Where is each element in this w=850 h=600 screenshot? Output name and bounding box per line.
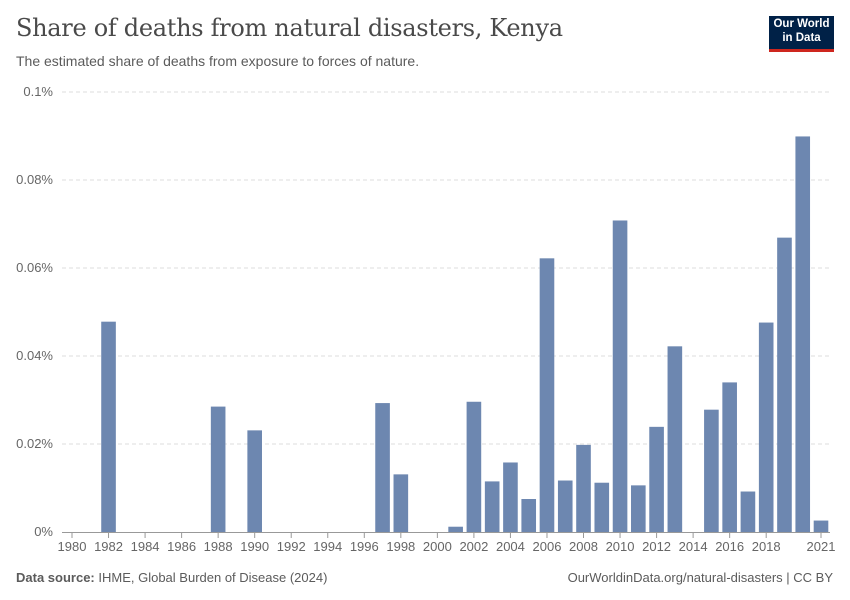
bar-2018 bbox=[758, 322, 774, 532]
bar-2008 bbox=[576, 444, 591, 532]
x-tick-label: 2012 bbox=[642, 539, 671, 554]
x-tick-label: 2018 bbox=[752, 539, 781, 554]
bar-2016 bbox=[722, 382, 737, 532]
bar-1997 bbox=[375, 403, 390, 532]
y-tick-label: 0.06% bbox=[16, 260, 53, 275]
x-tick-label: 2004 bbox=[496, 539, 525, 554]
x-tick-label: 2008 bbox=[569, 539, 598, 554]
x-tick-label: 1982 bbox=[94, 539, 123, 554]
data-source-label: Data source: bbox=[16, 570, 95, 585]
x-tick-label: 1984 bbox=[131, 539, 160, 554]
x-tick-label: 1988 bbox=[204, 539, 233, 554]
bar-2011 bbox=[631, 485, 646, 532]
bar-2005 bbox=[521, 499, 537, 532]
x-tick-label: 2000 bbox=[423, 539, 452, 554]
bar-2010 bbox=[612, 220, 628, 533]
bar-2003 bbox=[484, 481, 500, 532]
bar-2017 bbox=[740, 491, 756, 532]
bar-2012 bbox=[649, 426, 664, 532]
x-tick-label: 2014 bbox=[679, 539, 708, 554]
logo-line-1: Our World bbox=[773, 18, 830, 30]
bar-2009 bbox=[594, 482, 610, 532]
bar-1988 bbox=[210, 406, 226, 532]
bar-2015 bbox=[704, 409, 719, 532]
bar-2013 bbox=[667, 346, 683, 532]
bar-1990 bbox=[247, 430, 262, 532]
bar-2004 bbox=[503, 462, 518, 532]
data-source: Data source: IHME, Global Burden of Dise… bbox=[16, 570, 327, 585]
x-tick-label: 1998 bbox=[386, 539, 415, 554]
owid-logo[interactable]: Our World in Data bbox=[769, 16, 834, 52]
chart-subtitle: The estimated share of deaths from expos… bbox=[16, 53, 420, 69]
x-tick-label: 1980 bbox=[58, 539, 87, 554]
x-tick-label: 1996 bbox=[350, 539, 379, 554]
bar-2019 bbox=[777, 237, 792, 532]
x-tick-label: 1992 bbox=[277, 539, 306, 554]
x-tick-label: 2016 bbox=[715, 539, 744, 554]
bar-1998 bbox=[393, 474, 409, 532]
bar-2021 bbox=[813, 520, 829, 532]
y-tick-label: 0.02% bbox=[16, 436, 53, 451]
y-tick-label: 0.1% bbox=[23, 84, 53, 99]
x-tick-label: 2010 bbox=[606, 539, 635, 554]
bar-2006 bbox=[539, 258, 555, 532]
chart-title: Share of deaths from natural disasters, … bbox=[16, 14, 563, 42]
bar-2020 bbox=[795, 136, 811, 532]
logo-line-2: in Data bbox=[782, 31, 821, 44]
bar-2001 bbox=[448, 526, 463, 532]
x-tick-label: 1986 bbox=[167, 539, 196, 554]
y-tick-label: 0.08% bbox=[16, 172, 53, 187]
bar-1982 bbox=[101, 321, 116, 532]
bar-2002 bbox=[466, 401, 482, 532]
x-tick-label: 2002 bbox=[459, 539, 488, 554]
bar-2007 bbox=[557, 480, 573, 532]
data-source-text[interactable]: IHME, Global Burden of Disease (2024) bbox=[98, 570, 328, 585]
y-tick-label: 0% bbox=[34, 524, 53, 539]
x-tick-label: 1994 bbox=[313, 539, 342, 554]
x-tick-label: 1990 bbox=[240, 539, 269, 554]
x-tick-label: 2021 bbox=[807, 539, 836, 554]
y-tick-label: 0.04% bbox=[16, 348, 53, 363]
source-link[interactable]: OurWorldinData.org/natural-disasters | C… bbox=[567, 570, 833, 585]
x-tick-label: 2006 bbox=[533, 539, 562, 554]
